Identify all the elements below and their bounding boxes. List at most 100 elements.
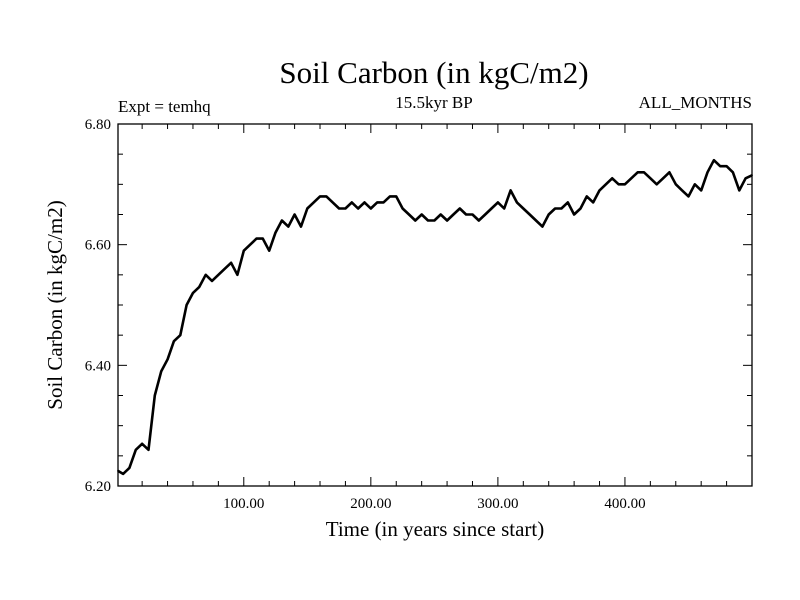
data-point [484,213,487,216]
data-point [319,195,321,198]
series-line [117,158,753,476]
y-axis-label: Soil Carbon (in kgC/m2) [43,200,67,409]
data-point [687,195,690,198]
data-point [211,279,213,282]
data-point [236,273,239,276]
data-point [300,225,302,228]
data-point [147,448,150,451]
data-point [503,207,506,210]
data-point [338,207,340,210]
data-point [293,213,296,216]
data-point [312,201,315,204]
data-point [376,201,379,204]
x-axis-label: Time (in years since start) [326,517,545,541]
data-point [725,165,728,168]
data-point [388,195,391,198]
data-point [230,261,232,264]
plot-frame [117,123,753,487]
data-point [452,213,455,216]
data-point [204,273,207,276]
y-tick-label: 6.60 [85,238,111,254]
data-point [306,207,309,210]
data-point [369,207,372,210]
y-tick-label: 6.40 [85,358,111,374]
data-point [446,219,448,222]
data-point [643,171,645,174]
data-point [732,171,734,174]
data-point [585,195,588,198]
data-point [173,340,175,343]
data-point [573,213,576,216]
x-tick-label: 300.00 [477,496,518,512]
x-tick-label: 100.00 [223,496,264,512]
data-point [579,207,582,210]
data-point [357,207,360,210]
y-tick-label: 6.80 [85,117,111,133]
data-point [192,292,194,294]
data-point [427,219,429,222]
data-point [325,195,328,198]
data-point [255,237,258,240]
data-point [681,189,684,192]
data-point [122,473,124,475]
data-point [420,213,423,216]
data-point [592,201,595,204]
data-point [490,207,493,210]
data-point [496,201,499,204]
data-point [141,442,144,445]
data-point [509,189,512,192]
data-point [528,213,531,216]
data-point [611,177,614,180]
tick-labels: 100.00 200.00 300.00 400.00 6.20 6.40 6.60 6.80 [85,117,646,512]
data-point [166,358,169,361]
chart-title: Soil Carbon (in kgC/m2) [279,55,588,90]
x-tick-label: 200.00 [350,496,391,512]
data-point [363,201,366,204]
data-point [541,225,544,228]
data-point [604,183,607,186]
axis-ticks [118,123,752,487]
data-point [268,249,271,252]
data-point [617,183,620,186]
data-point [630,177,633,180]
data-point [261,237,264,240]
data-point [249,243,252,246]
data-point [662,177,664,180]
data-point [624,183,626,186]
data-point [535,219,537,222]
data-point [344,207,347,210]
data-point [477,219,480,222]
data-point [160,370,163,373]
data-point [287,225,290,228]
data-series-layer [117,158,753,476]
period-subtitle: 15.5kyr BP [395,93,472,112]
data-point [382,201,385,204]
data-point [712,159,715,162]
data-point [554,207,556,210]
data-point [395,195,398,198]
data-point [522,207,525,210]
data-point [516,201,518,204]
data-point [223,267,226,270]
x-tick-label: 400.00 [604,496,645,512]
data-point [408,213,410,216]
data-point [458,207,461,210]
data-point [331,201,334,204]
data-point [471,213,474,216]
data-point [439,213,442,216]
data-point [242,249,245,252]
months-label: ALL_MONTHS [639,93,752,112]
data-point [179,334,182,337]
data-point [465,213,468,216]
data-point [433,219,436,222]
data-point [217,273,220,276]
data-point [719,165,722,168]
data-point [649,177,652,180]
y-tick-label: 6.20 [85,479,111,495]
data-point [153,394,156,397]
data-point [655,183,658,186]
data-point [674,183,677,186]
data-point [198,286,201,288]
data-point [693,183,696,186]
